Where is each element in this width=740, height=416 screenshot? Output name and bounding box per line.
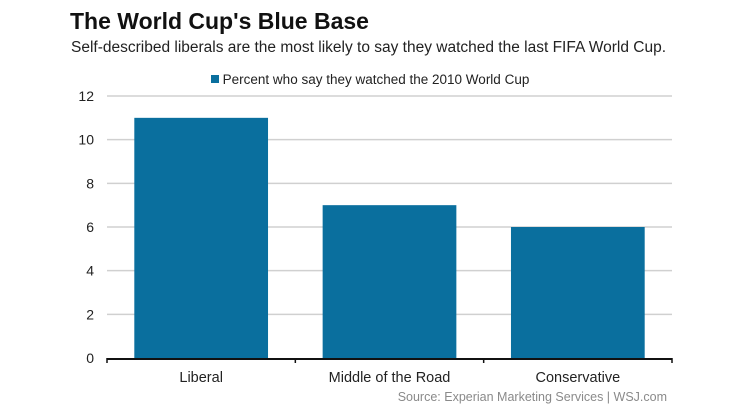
legend-label: Percent who say they watched the 2010 Wo… bbox=[222, 72, 530, 87]
bar-middle-of-the-road bbox=[322, 205, 457, 358]
y-tick-label: 6 bbox=[86, 219, 94, 235]
y-tick-label: 12 bbox=[78, 88, 94, 104]
y-tick-label: 10 bbox=[78, 132, 94, 148]
x-tick-label: Liberal bbox=[179, 370, 223, 386]
y-tick-label: 8 bbox=[86, 175, 94, 191]
legend: Percent who say they watched the 2010 Wo… bbox=[0, 72, 740, 87]
legend-swatch bbox=[210, 75, 219, 83]
x-tick-label: Middle of the Road bbox=[329, 370, 451, 386]
y-tick-label: 0 bbox=[86, 350, 94, 366]
x-tick-label: Conservative bbox=[536, 370, 621, 386]
y-tick-label: 4 bbox=[86, 263, 94, 279]
bar-conservative bbox=[510, 227, 645, 358]
chart-subtitle: Self-described liberals are the most lik… bbox=[71, 39, 667, 56]
chart-title: The World Cup's Blue Base bbox=[70, 8, 369, 34]
source-note: Source: Experian Marketing Services | WS… bbox=[397, 390, 667, 404]
y-tick-label: 2 bbox=[86, 306, 94, 322]
bar-liberal bbox=[134, 117, 269, 358]
